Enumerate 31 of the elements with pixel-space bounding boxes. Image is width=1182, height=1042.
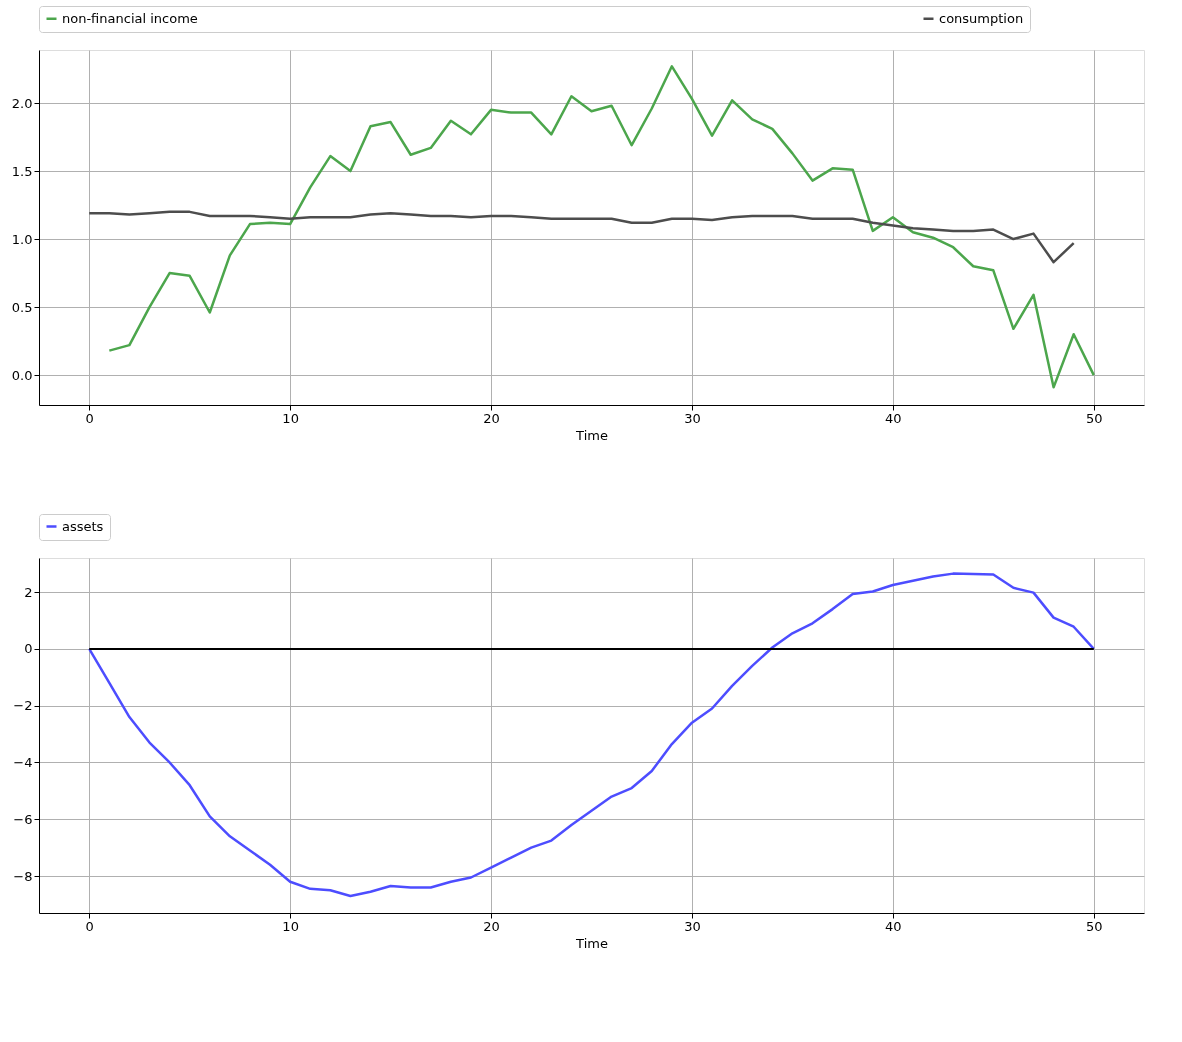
y-tick-label: −2 bbox=[13, 698, 33, 714]
x-tick-label: 20 bbox=[483, 918, 500, 934]
x-tick-label: 10 bbox=[282, 918, 299, 934]
y-tick-label: 2 bbox=[24, 584, 33, 600]
x-tick-label: 20 bbox=[483, 410, 500, 426]
x-axis-title: Time bbox=[575, 427, 608, 443]
x-tick-label: 0 bbox=[85, 918, 94, 934]
x-axis-title: Time bbox=[575, 935, 608, 951]
y-tick-label: −4 bbox=[13, 754, 33, 770]
x-tick-label: 40 bbox=[885, 918, 902, 934]
x-tick-label: 30 bbox=[684, 918, 701, 934]
y-tick-label: −6 bbox=[13, 811, 33, 827]
x-tick-label: 10 bbox=[282, 410, 299, 426]
legend-label: consumption bbox=[939, 10, 1024, 26]
line-series bbox=[108, 65, 1096, 389]
x-tick-label: 30 bbox=[684, 410, 701, 426]
y-tick-label: 0 bbox=[24, 641, 33, 657]
y-tick-label: −8 bbox=[13, 868, 33, 884]
y-tick-label: 0.5 bbox=[11, 299, 33, 315]
y-tick-label: 0.0 bbox=[11, 367, 33, 383]
legend-label: assets bbox=[62, 518, 104, 534]
x-tick-label: 50 bbox=[1086, 410, 1103, 426]
y-tick-label: 2.0 bbox=[11, 95, 33, 111]
y-tick-label: 1.5 bbox=[11, 163, 33, 179]
x-tick-label: 40 bbox=[885, 410, 902, 426]
x-tick-label: 0 bbox=[85, 410, 94, 426]
line-series bbox=[87, 210, 1075, 264]
line-series bbox=[87, 572, 1096, 898]
y-tick-label: 1.0 bbox=[11, 231, 33, 247]
x-tick-label: 50 bbox=[1086, 918, 1103, 934]
legend-label: non-financial income bbox=[62, 10, 198, 26]
